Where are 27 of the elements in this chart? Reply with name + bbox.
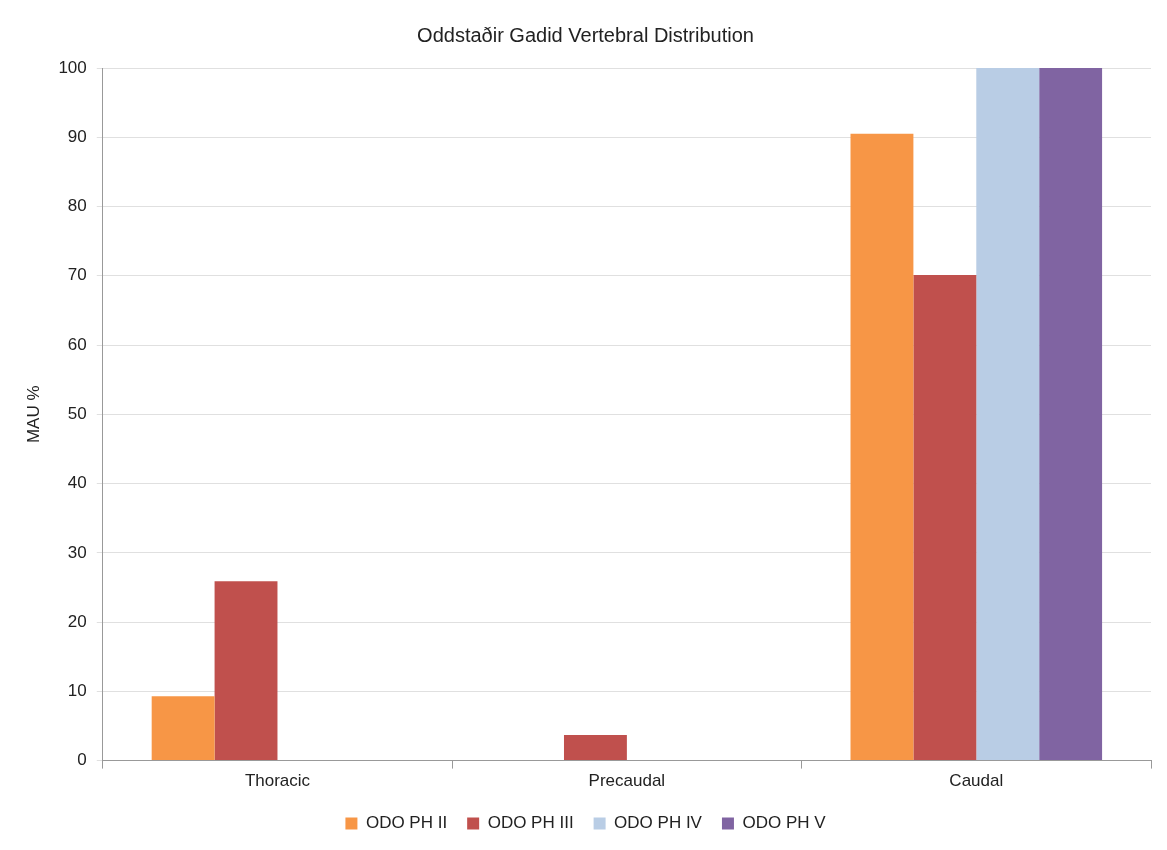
y-tick-label: 40 <box>67 473 87 493</box>
chart-title: Oddstaðir Gadid Vertebral Distribution <box>417 23 754 46</box>
bar <box>913 275 977 761</box>
y-tick-label: 0 <box>77 750 87 770</box>
x-tick-label: Caudal <box>949 771 1004 791</box>
legend-label: ODO PH IV <box>614 813 703 833</box>
bar <box>214 581 278 761</box>
y-tick-label: 100 <box>58 57 87 77</box>
bar <box>151 696 215 761</box>
y-tick-label: 80 <box>67 196 87 216</box>
y-axis-title: MAU % <box>23 385 43 444</box>
bar <box>1039 68 1103 761</box>
y-tick-label: 70 <box>67 265 87 285</box>
legend-label: ODO PH II <box>365 813 448 833</box>
legend-label: ODO PH III <box>487 813 574 833</box>
x-tick-label: Thoracic <box>244 771 311 791</box>
y-tick-label: 50 <box>67 403 87 423</box>
bar <box>850 133 914 761</box>
y-tick-label: 20 <box>67 611 87 631</box>
y-tick-label: 10 <box>67 681 87 701</box>
legend-label: ODO PH V <box>742 813 827 833</box>
bar <box>563 734 627 761</box>
y-tick-label: 60 <box>67 334 87 354</box>
x-tick-label: Precaudal <box>588 771 666 791</box>
bar <box>976 68 1040 761</box>
y-tick-label: 30 <box>67 542 87 562</box>
y-tick-label: 90 <box>67 126 87 146</box>
